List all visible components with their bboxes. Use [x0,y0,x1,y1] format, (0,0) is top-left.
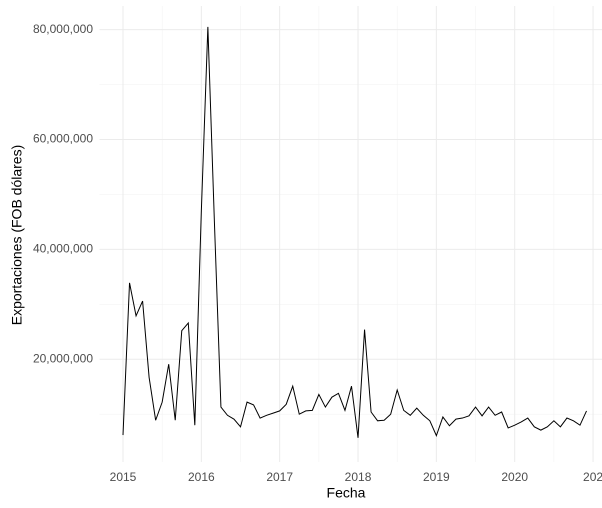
y-tick-label: 20,000,000 [33,351,93,365]
x-tick-label: 2015 [110,470,137,484]
x-tick-label: 2016 [188,470,215,484]
y-tick-label: 60,000,000 [33,132,93,146]
x-tick-label: 2018 [345,470,372,484]
x-tick-label: 202 [583,470,602,484]
data-line [122,26,587,438]
y-tick-label: 80,000,000 [33,22,93,36]
y-axis-title: Exportaciones (FOB dólares) [9,145,25,326]
x-tick-label: 2020 [501,470,528,484]
x-axis-title: Fecha [327,485,366,501]
x-tick-label: 2017 [266,470,293,484]
y-tick-label: 40,000,000 [33,242,93,256]
x-tick-label: 2019 [423,470,450,484]
